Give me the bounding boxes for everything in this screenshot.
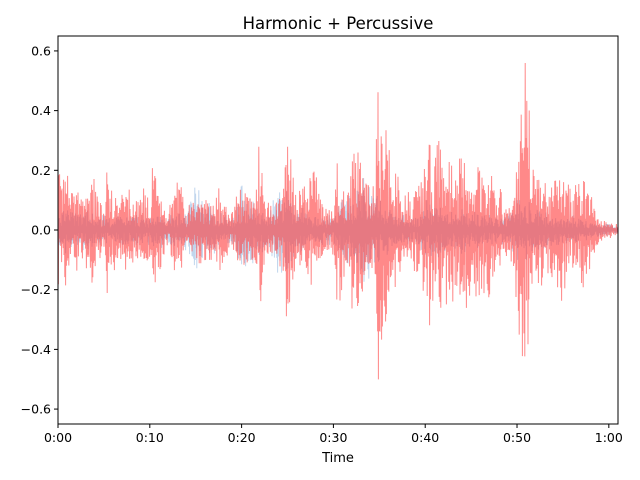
y-tick-label: 0.2 [31,163,51,178]
y-tick-label: −0.6 [21,402,51,417]
x-tick-label: 1:00 [595,430,623,445]
y-tick-label: 0.4 [31,103,51,118]
x-tick-label: 0:10 [136,430,164,445]
y-tick-label: 0.6 [31,43,51,58]
x-axis: 0:00 0:10 0:20 0:30 0:40 0:50 1:00 [44,424,623,445]
y-tick-label: −0.4 [21,342,51,357]
chart-title: Harmonic + Percussive [243,14,434,33]
x-tick-label: 0:20 [228,430,256,445]
x-axis-label: Time [321,451,354,466]
y-tick-label: 0.0 [31,223,51,238]
x-tick-label: 0:40 [411,430,439,445]
x-tick-label: 0:00 [44,430,72,445]
waveform-series-2 [57,62,619,380]
plot-area [57,62,619,380]
x-tick-label: 0:50 [503,430,531,445]
y-tick-label: −0.2 [21,282,51,297]
x-tick-label: 0:30 [319,430,347,445]
y-axis: −0.6 −0.4 −0.2 0.0 0.2 0.4 0.6 [21,43,58,417]
